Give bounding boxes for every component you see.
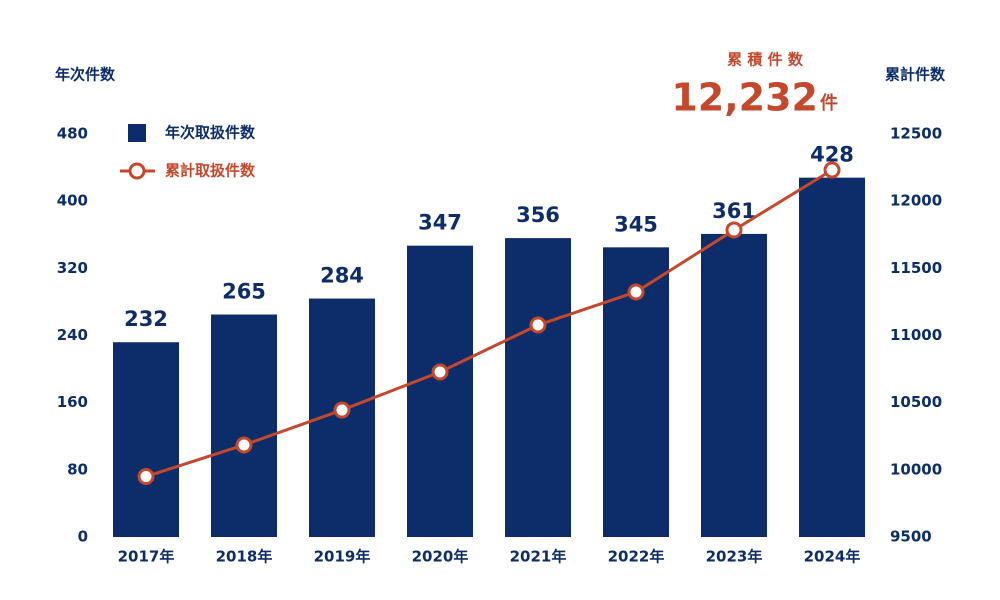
data-label: 361 <box>712 199 756 223</box>
data-label: 356 <box>516 203 560 227</box>
y2-tick-label: 10000 <box>890 460 942 478</box>
y-tick-label: 400 <box>57 192 88 210</box>
x-tick-label: 2017年 <box>118 548 175 566</box>
bar <box>701 233 767 538</box>
line <box>145 168 833 478</box>
data-label: 265 <box>222 280 266 304</box>
line-marker <box>627 283 645 301</box>
annotation-title: 累 積 件 数 <box>727 51 804 69</box>
line-marker <box>529 316 547 334</box>
y2-tick-label: 10500 <box>890 393 942 411</box>
y2-tick-label: 11500 <box>890 259 942 277</box>
x-tick-label: 2022年 <box>608 548 665 566</box>
y-axis-title: 年次件数 <box>55 66 116 84</box>
y2-tick-label: 9500 <box>890 528 932 546</box>
annotation-value: 12,232 <box>671 76 818 120</box>
data-label: 345 <box>614 212 658 236</box>
y-tick-label: 320 <box>57 259 88 277</box>
y-tick-label: 160 <box>57 393 88 411</box>
y2-tick-label: 12500 <box>890 125 942 143</box>
y-tick-label: 240 <box>57 326 88 344</box>
bar <box>505 238 571 537</box>
line-marker <box>823 161 841 179</box>
data-label: 232 <box>124 307 168 331</box>
y2-tick-label: 11000 <box>890 326 942 344</box>
legend-label: 累計取扱件数 <box>165 162 256 180</box>
y2-axis-title: 累計件数 <box>885 66 946 84</box>
bar <box>799 177 865 538</box>
x-tick-label: 2021年 <box>510 548 567 566</box>
annotation-unit: 件 <box>820 92 838 114</box>
x-tick-label: 2019年 <box>314 548 371 566</box>
bar <box>113 342 179 537</box>
line-marker <box>137 468 155 486</box>
y2-tick-label: 12000 <box>890 192 942 210</box>
bar <box>407 245 473 537</box>
data-label: 284 <box>320 264 364 288</box>
legend-swatch <box>128 124 146 142</box>
legend-label: 年次取扱件数 <box>165 124 256 142</box>
x-tick-label: 2024年 <box>804 548 861 566</box>
y-tick-label: 480 <box>57 125 88 143</box>
x-tick-label: 2020年 <box>412 548 469 566</box>
x-tick-label: 2023年 <box>706 548 763 566</box>
line-marker <box>725 221 743 239</box>
bar <box>211 314 277 537</box>
line-marker <box>235 436 253 454</box>
legend-marker <box>128 162 146 180</box>
y-tick-label: 80 <box>67 460 88 478</box>
line-marker <box>431 363 449 381</box>
data-label: 347 <box>418 211 462 235</box>
y-tick-label: 0 <box>78 528 88 546</box>
line-marker <box>333 401 351 419</box>
x-tick-label: 2018年 <box>216 548 273 566</box>
